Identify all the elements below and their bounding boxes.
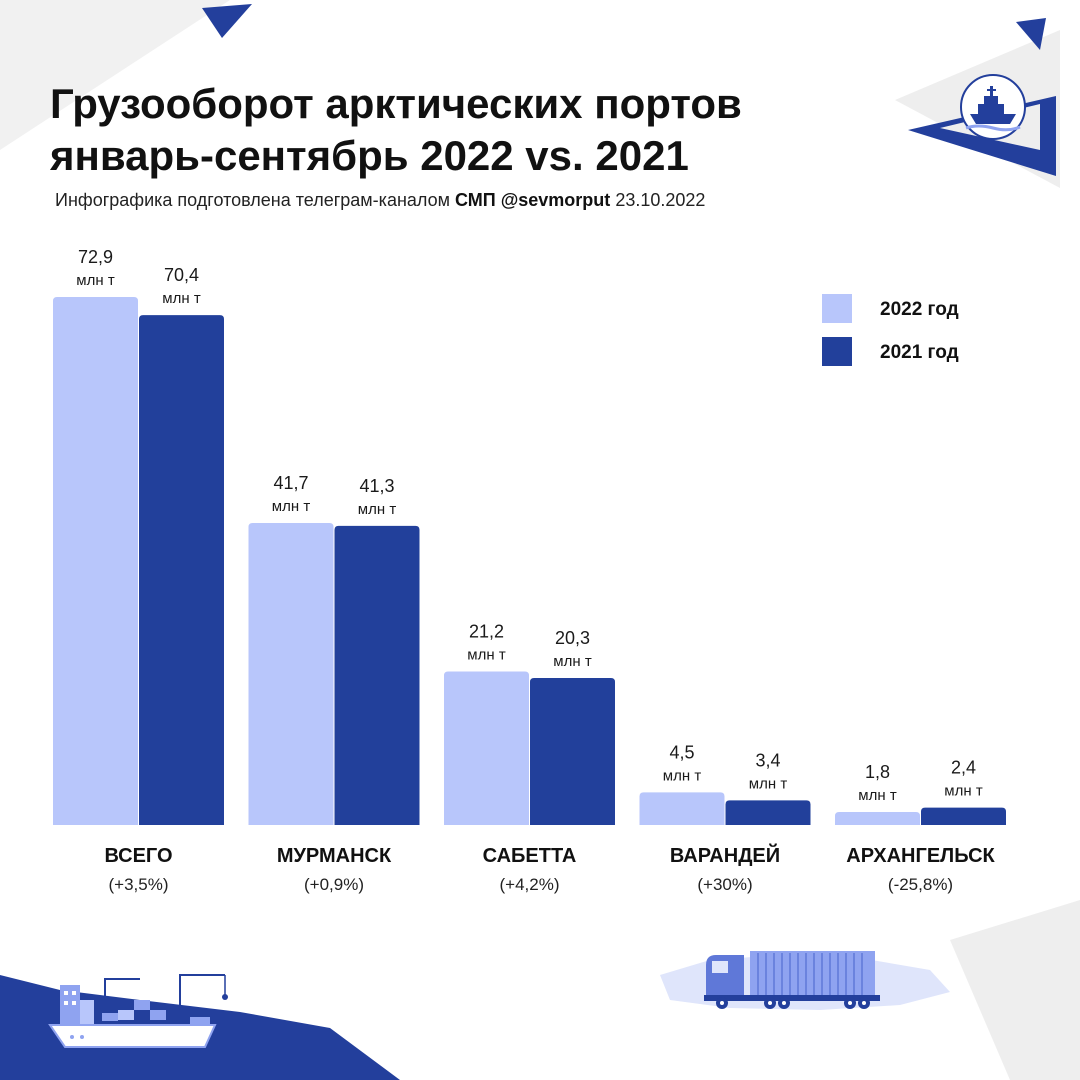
value-unit-label: млн т xyxy=(358,501,397,518)
value-label: 41,7 xyxy=(273,473,308,493)
legend: 2022 год 2021 год xyxy=(822,294,959,366)
legend-label: 2022 год xyxy=(880,299,959,320)
category-labels-group: ВСЕГО (+3,5%) МУРМАНСК (+0,9%) САБЕТТА (+4,2%… xyxy=(104,843,995,894)
bar-2021-0 xyxy=(139,315,224,825)
page-title: Грузооборот арктических портов январь-се… xyxy=(50,78,950,182)
value-label: 41,3 xyxy=(359,476,394,496)
bar-2022-0 xyxy=(53,297,138,825)
container-truck-icon xyxy=(704,951,880,1009)
category-label: ВАРАНДЕЙ xyxy=(670,843,780,867)
legend-swatch-2021 xyxy=(822,337,852,366)
value-unit-label: млн т xyxy=(749,775,788,792)
value-label: 21,2 xyxy=(469,621,504,641)
bar-2022-2 xyxy=(444,671,529,825)
value-unit-label: млн т xyxy=(663,767,702,784)
bar-2021-3 xyxy=(725,800,811,825)
category-label: САБЕТТА xyxy=(483,845,577,867)
value-unit-label: млн т xyxy=(272,498,311,515)
top-left-grey-triangle xyxy=(0,0,230,150)
bar-2021-1 xyxy=(334,525,420,825)
bar-2022-3 xyxy=(639,792,725,825)
value-unit-label: млн т xyxy=(553,653,592,670)
value-labels-group: 72,9 млн т 70,4 млн т 41,7 млн т 41,3 млн т 21,2… xyxy=(76,247,983,804)
subtitle-channel: СМП @sevmorput xyxy=(455,190,611,210)
value-label: 4,5 xyxy=(669,742,694,762)
category-label: МУРМАНСК xyxy=(277,845,392,867)
value-unit-label: млн т xyxy=(858,787,897,804)
value-unit-label: млн т xyxy=(944,783,983,800)
subtitle-date: 23.10.2022 xyxy=(615,190,706,210)
top-left-navy-triangle xyxy=(202,4,252,38)
bottom-right-grey-triangle xyxy=(950,900,1080,1080)
category-change-label: (-25,8%) xyxy=(888,875,953,894)
category-label: ВСЕГО xyxy=(104,845,172,867)
value-unit-label: млн т xyxy=(162,290,201,307)
bar-2022-4 xyxy=(835,811,920,825)
value-label: 3,4 xyxy=(755,750,780,770)
value-unit-label: млн т xyxy=(467,646,506,663)
title-line-2: январь-сентябрь 2022 vs. 2021 xyxy=(50,132,689,179)
icebreaker-ship-logo-icon xyxy=(960,74,1026,140)
bars-group xyxy=(53,297,1006,825)
bar-2021-4 xyxy=(921,807,1006,825)
category-change-label: (+30%) xyxy=(697,875,752,894)
value-label: 20,3 xyxy=(555,628,590,648)
subtitle-prefix: Инфографика подготовлена телеграм-канало… xyxy=(55,190,450,210)
category-label: АРХАНГЕЛЬСК xyxy=(846,845,995,867)
category-change-label: (+4,2%) xyxy=(500,875,560,894)
value-label: 70,4 xyxy=(164,265,199,285)
bar-2022-1 xyxy=(248,522,334,825)
title-line-1: Грузооборот арктических портов xyxy=(50,80,742,127)
bar-2021-2 xyxy=(530,677,615,825)
category-change-label: (+3,5%) xyxy=(109,875,169,894)
value-unit-label: млн т xyxy=(76,272,115,289)
value-label: 72,9 xyxy=(78,247,113,267)
legend-label: 2021 год xyxy=(880,342,959,363)
value-label: 1,8 xyxy=(865,762,890,782)
value-label: 2,4 xyxy=(951,758,976,778)
category-change-label: (+0,9%) xyxy=(304,875,364,894)
legend-swatch-2022 xyxy=(822,294,852,323)
subtitle: Инфографика подготовлена телеграм-канало… xyxy=(55,190,705,211)
top-right-navy-triangle xyxy=(1016,18,1046,50)
cargo-ship-port-icon xyxy=(48,974,228,1048)
